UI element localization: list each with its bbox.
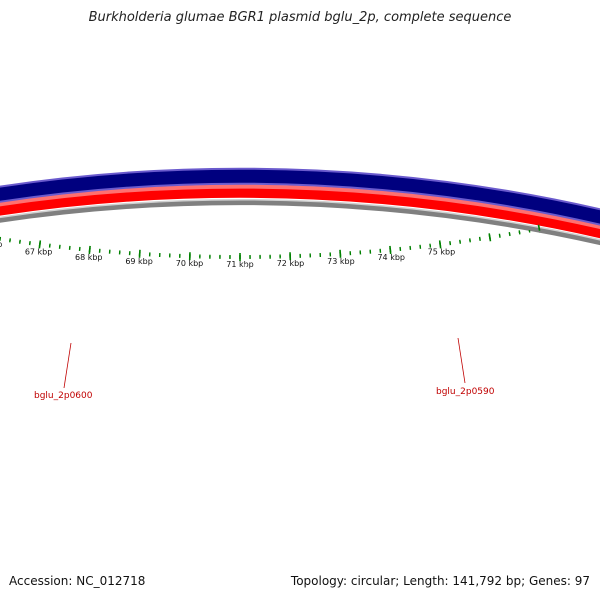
accession-text: Accession: NC_012718 [9, 574, 146, 588]
scale-label: 72 kbp [277, 259, 305, 268]
scale-label: 71 kbp [226, 260, 254, 269]
scale-label: 66 kbp [0, 240, 2, 249]
backbone-ring-highlight [0, 198, 600, 241]
scale-label: 69 kbp [125, 257, 153, 266]
inner-major-tick [438, 240, 442, 247]
inner-scale-ticks [0, 224, 541, 259]
forward-strand-genes [0, 184, 600, 239]
scale-label: 67 kbp [25, 247, 53, 256]
inner-major-tick [488, 233, 491, 240]
scale-label: 73 kbp [327, 257, 355, 266]
inner-major-tick [38, 240, 42, 247]
gene-label-leader-bglu_2p0600 [63, 342, 72, 389]
forward-strand-highlight [0, 184, 600, 230]
gene-label-leader-bglu_2p0590 [457, 337, 466, 384]
inner-major-tick [537, 224, 541, 231]
gene-label-bglu_2p0600[interactable]: bglu_2p0600 [34, 391, 93, 401]
gene-label-bglu_2p0590[interactable]: bglu_2p0590 [436, 387, 495, 397]
scale-labels: 75 kbp 74 kbp 73 kbp 72 kbp 71 kbp 70 kbp 69 k… [0, 240, 456, 269]
gene-gap-forward-arrow [235, 287, 247, 294]
inner-major-tick [389, 245, 392, 252]
scale-label: 74 kbp [377, 253, 405, 262]
gene-boundaries [235, 263, 247, 295]
scale-label: 70 kbp [176, 259, 204, 268]
map-title: Burkholderia glumae BGR1 plasmid bglu_2p… [88, 10, 512, 25]
reverse-strand-genes [0, 169, 600, 224]
scale-label: 68 kbp [75, 253, 103, 262]
summary-text: Topology: circular; Length: 141,792 bp; … [290, 574, 590, 588]
scale-label: 75 kbp [428, 247, 456, 256]
inner-major-tick [88, 245, 91, 252]
backbone-ring [0, 200, 600, 246]
